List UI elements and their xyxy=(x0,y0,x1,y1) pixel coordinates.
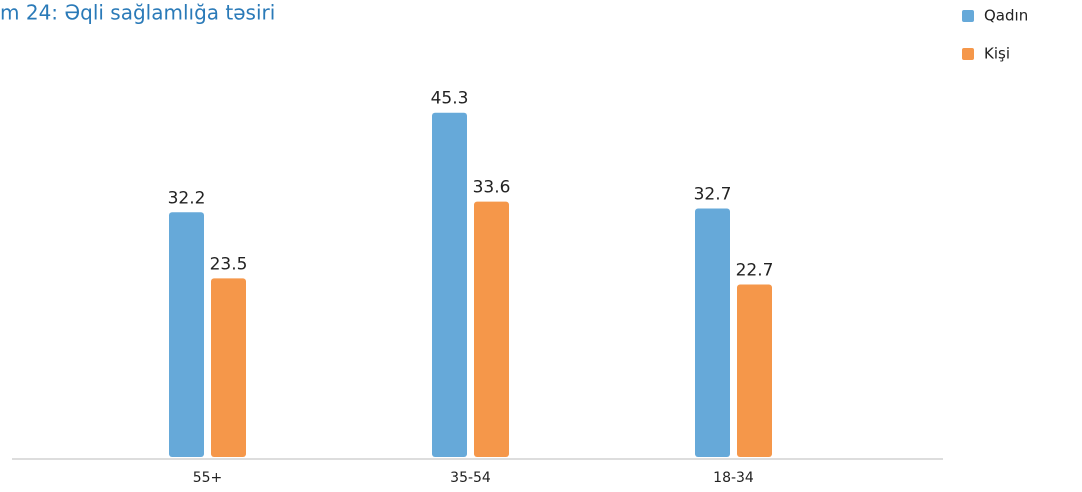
value-label: 32.2 xyxy=(168,188,206,208)
value-label: 33.6 xyxy=(473,178,511,198)
legend-swatch xyxy=(962,48,974,60)
bar xyxy=(474,201,509,457)
bar xyxy=(211,278,246,457)
value-label: 32.7 xyxy=(694,184,732,204)
value-label: 45.3 xyxy=(431,89,469,109)
bar xyxy=(169,212,204,457)
value-label: 22.7 xyxy=(736,260,774,280)
legend-label: Kişi xyxy=(984,45,1010,63)
value-label: 23.5 xyxy=(210,254,248,274)
bar xyxy=(737,284,772,457)
x-tick-label: 18-34 xyxy=(713,470,754,486)
legend-swatch xyxy=(962,10,974,22)
legend-label: Qadın xyxy=(984,7,1028,25)
x-tick-label: 55+ xyxy=(193,470,223,486)
bar xyxy=(432,112,467,457)
x-tick-label: 35-54 xyxy=(450,470,491,486)
bar xyxy=(695,208,730,457)
chart-title: m 24: Əqli sağlamlığa təsiri xyxy=(0,1,275,25)
